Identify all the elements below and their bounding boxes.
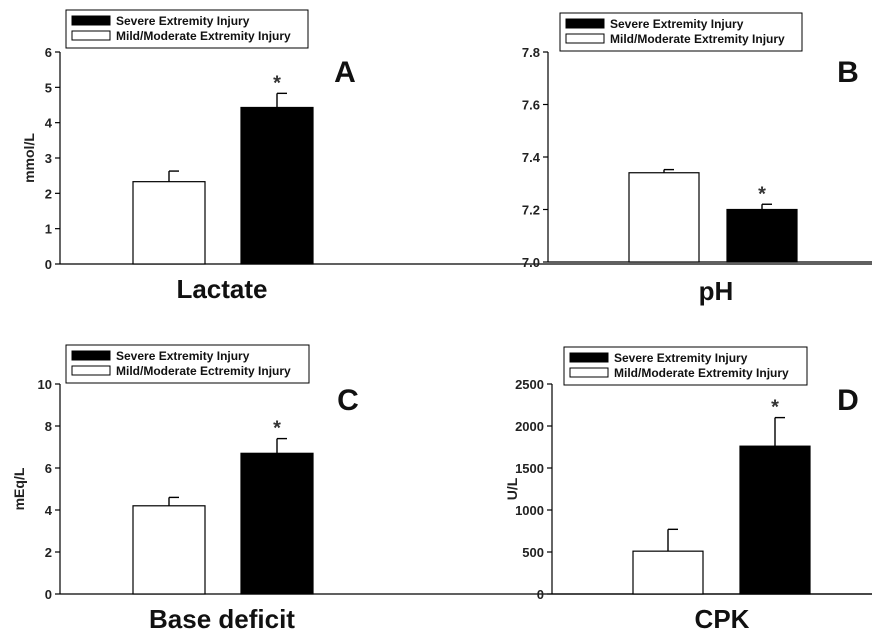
legend-entry: Severe Extremity Injury <box>610 17 744 31</box>
bar <box>726 208 798 263</box>
y-tick-label: 7.2 <box>522 203 540 218</box>
chart-panel-b: 7.0 7.2 7.4 7.6 7.8 * pH B Severe Extremity Inju… <box>522 12 872 306</box>
legend-swatch <box>569 367 609 378</box>
y-tick-label: 3 <box>45 151 52 166</box>
y-tick-label: 5 <box>45 80 52 95</box>
y-tick-label: 2 <box>45 186 52 201</box>
bar <box>628 172 700 263</box>
bar <box>240 452 314 595</box>
y-axis-label: U/L <box>504 477 520 500</box>
legend-entry: Mild/Moderate Extremity Injury <box>610 32 785 46</box>
legend-swatch <box>71 365 111 376</box>
y-tick-label: 7.4 <box>522 150 541 165</box>
bar <box>132 181 206 265</box>
legend-entry: Severe Extremity Injury <box>614 351 748 365</box>
y-tick-label: 500 <box>522 545 544 560</box>
legend-entry: Severe Extremity Injury <box>116 14 250 28</box>
bar <box>739 445 811 595</box>
y-tick-label: 8 <box>45 419 52 434</box>
legend-entry: Mild/Moderate Ectremity Injury <box>116 364 291 378</box>
legend-swatch <box>71 15 111 26</box>
legend-swatch <box>569 352 609 363</box>
y-tick-label: 1000 <box>515 503 544 518</box>
panel-letter: C <box>337 384 359 417</box>
y-tick-label: 4 <box>45 116 53 131</box>
y-axis-label: mEq/L <box>11 467 27 510</box>
legend-swatch <box>71 30 111 41</box>
panel-letter: A <box>334 56 356 89</box>
legend-swatch <box>71 350 111 361</box>
y-tick-label: 4 <box>45 503 53 518</box>
y-tick-label: 2000 <box>515 419 544 434</box>
significance-marker: * <box>771 397 779 419</box>
legend-entry: Mild/Moderate Extremity Injury <box>614 366 789 380</box>
significance-marker: * <box>758 183 766 205</box>
x-axis-label: Base deficit <box>149 604 295 632</box>
y-tick-label: 1 <box>45 222 52 237</box>
y-tick-label: 0 <box>45 587 52 602</box>
y-tick-label: 6 <box>45 461 52 476</box>
bar <box>632 550 704 595</box>
significance-marker: * <box>273 418 281 440</box>
panel-letter: B <box>837 56 859 89</box>
legend-entry: Severe Extremity Injury <box>116 349 250 363</box>
y-tick-label: 7.0 <box>522 255 540 270</box>
x-axis-label: pH <box>699 276 734 306</box>
y-tick-label: 0 <box>45 257 52 272</box>
panel-letter: D <box>837 384 859 417</box>
legend-entry: Mild/Moderate Extremity Injury <box>116 29 291 43</box>
legend-swatch <box>565 33 605 44</box>
y-tick-label: 1500 <box>515 461 544 476</box>
y-tick-label: 10 <box>38 377 52 392</box>
bar <box>240 106 314 265</box>
significance-marker: * <box>273 72 281 94</box>
y-tick-label: 7.6 <box>522 98 540 113</box>
y-tick-label: 0 <box>537 587 544 602</box>
x-axis-label: CPK <box>695 604 750 632</box>
y-axis-label: mmol/L <box>21 133 37 183</box>
y-tick-label: 2500 <box>515 377 544 392</box>
y-tick-label: 7.8 <box>522 45 540 60</box>
chart-panel-a: 0 1 2 3 4 5 6 * Lactate mmol/L A Severe Extremity I… <box>21 9 872 304</box>
chart-panel-c: 0 2 4 6 8 10 * Base deficit mEq/L C Severe Extremi… <box>11 344 872 632</box>
y-tick-label: 6 <box>45 45 52 60</box>
chart-panel-d: 0 500 1000 1500 2000 2500 * CPK U/L D Severe Extre… <box>504 346 872 632</box>
y-tick-label: 2 <box>45 545 52 560</box>
bar <box>132 505 206 595</box>
x-axis-label: Lactate <box>176 274 267 304</box>
legend-swatch <box>565 18 605 29</box>
